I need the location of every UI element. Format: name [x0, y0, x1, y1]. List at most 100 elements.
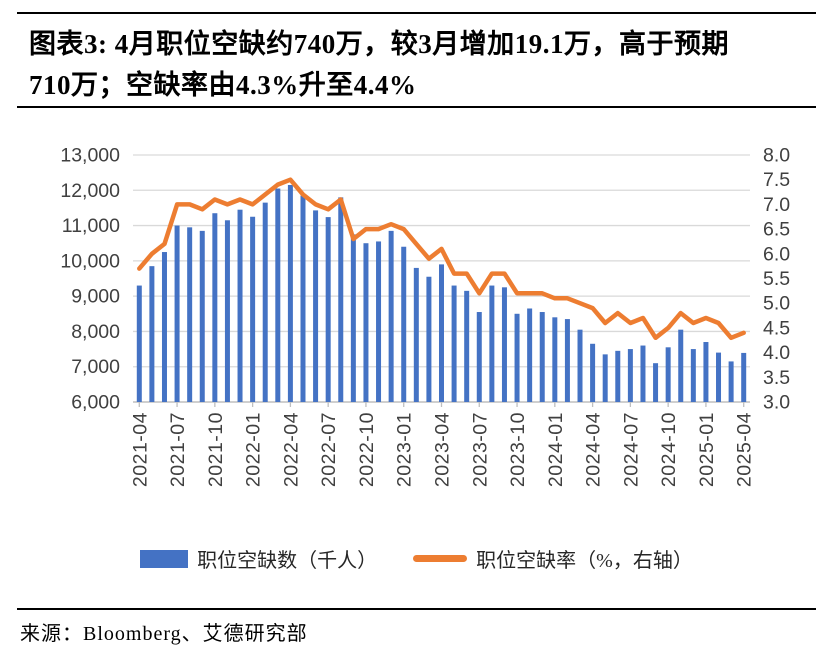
bar — [728, 361, 734, 402]
y-axis-label-right: 4.0 — [763, 342, 790, 364]
bar — [590, 343, 596, 402]
x-axis-label: 2023-10 — [507, 412, 529, 487]
x-axis-label: 2025-01 — [696, 412, 718, 487]
bar — [690, 349, 696, 402]
bar — [489, 285, 495, 402]
x-axis-label: 2025-04 — [734, 412, 756, 487]
bar — [501, 287, 507, 402]
chart-svg: 13,000 12,000 11,000 10,000 9,000 8,000 7,000 6… — [60, 145, 790, 488]
chart-title-line2: 710万；空缺率由4.3%升至4.4% — [29, 70, 417, 100]
x-axis-label: 2023-01 — [394, 412, 416, 487]
y-axis-label-right: 7.5 — [763, 169, 790, 191]
bar — [350, 234, 356, 402]
bar — [451, 285, 457, 402]
x-axis-label: 2021-10 — [205, 412, 227, 487]
y-axis-label-left: 8,000 — [71, 321, 120, 343]
bar — [313, 210, 319, 402]
bar — [741, 352, 747, 402]
bar — [716, 352, 722, 402]
y-axis-label-left: 12,000 — [60, 180, 120, 202]
bar — [212, 213, 218, 402]
y-axis-label-right: 5.0 — [763, 293, 790, 315]
footer-divider — [17, 608, 816, 610]
y-axis-label-right: 3.0 — [763, 392, 790, 414]
rate-line — [137, 177, 746, 341]
bar — [401, 246, 407, 402]
bar-series-label: 职位空缺数（千人） — [197, 550, 378, 572]
bar — [527, 308, 533, 402]
chart-area: 13,000 12,000 11,000 10,000 9,000 8,000 7,000 6… — [0, 128, 833, 520]
bar — [602, 354, 608, 402]
x-axis-label: 2021-04 — [129, 412, 151, 487]
bar — [376, 241, 382, 402]
bar — [627, 349, 633, 402]
source-note: 来源：Bloomberg、艾德研究部 — [20, 623, 308, 645]
y-axis-label-left: 6,000 — [71, 392, 120, 414]
title-divider — [17, 106, 816, 108]
bar — [325, 217, 331, 402]
y-axis-label-left: 10,000 — [60, 250, 120, 272]
y-axis-label-left: 7,000 — [71, 356, 120, 378]
y-axis-label-right: 7.0 — [763, 194, 790, 216]
bar — [237, 209, 243, 402]
bar — [653, 363, 659, 402]
bar — [577, 329, 583, 402]
x-axis-label: 2024-10 — [658, 412, 680, 487]
bar — [539, 312, 545, 402]
x-axis-label: 2022-04 — [280, 412, 302, 487]
bar — [149, 266, 155, 402]
bar — [703, 342, 709, 402]
bar — [388, 230, 394, 402]
y-axis-label-right: 4.5 — [763, 317, 790, 339]
bar — [338, 197, 344, 402]
bar — [678, 329, 684, 402]
bar — [262, 202, 268, 402]
y-axis-label-left: 9,000 — [71, 286, 120, 308]
bar — [413, 267, 419, 402]
y-axis-label-right: 6.0 — [763, 243, 790, 265]
y-axis-label-right: 6.5 — [763, 219, 790, 241]
bar — [199, 230, 205, 402]
x-axis-label: 2024-01 — [545, 412, 567, 487]
bar — [464, 290, 470, 402]
bar — [187, 227, 193, 402]
x-axis-label: 2022-10 — [356, 412, 378, 487]
line-series-swatch — [413, 555, 468, 562]
bar — [224, 220, 230, 402]
chart-title-line1: 图表3: 4月职位空缺约740万，较3月增加19.1万，高于预期 — [29, 29, 729, 59]
chart-legend: 职位空缺数（千人） 职位空缺率（%，右轴） — [0, 544, 833, 573]
x-axis-label: 2024-07 — [620, 412, 642, 487]
x-axis-label: 2022-07 — [318, 412, 340, 487]
bar — [287, 184, 293, 402]
x-axis-label: 2023-04 — [432, 412, 454, 487]
bar — [640, 345, 646, 402]
y-axis-label-left: 13,000 — [60, 145, 120, 167]
x-axis-label: 2024-04 — [583, 412, 605, 487]
y-axis-label-right: 3.5 — [763, 367, 790, 389]
x-axis-label: 2022-01 — [243, 412, 265, 487]
bar — [250, 216, 256, 402]
y-axis-label-right: 5.5 — [763, 268, 790, 290]
bar — [615, 350, 621, 402]
bar — [174, 225, 180, 402]
bar — [564, 319, 570, 402]
bar — [300, 195, 306, 402]
bar — [136, 285, 142, 402]
x-axis-label: 2021-07 — [167, 412, 189, 487]
bar — [514, 313, 520, 402]
bar — [439, 264, 444, 402]
x-axis-label: 2023-07 — [469, 412, 491, 487]
bar-series-swatch — [140, 549, 189, 568]
bar — [665, 347, 671, 402]
bar — [275, 188, 281, 402]
line-series-label: 职位空缺率（%，右轴） — [476, 550, 693, 572]
bar — [363, 243, 369, 402]
bar — [552, 317, 558, 402]
y-axis-label-left: 11,000 — [62, 215, 120, 237]
bar — [426, 276, 432, 402]
top-divider — [17, 12, 816, 14]
bar — [476, 312, 482, 402]
y-axis-label-right: 8.0 — [763, 145, 790, 167]
bar — [161, 252, 167, 402]
